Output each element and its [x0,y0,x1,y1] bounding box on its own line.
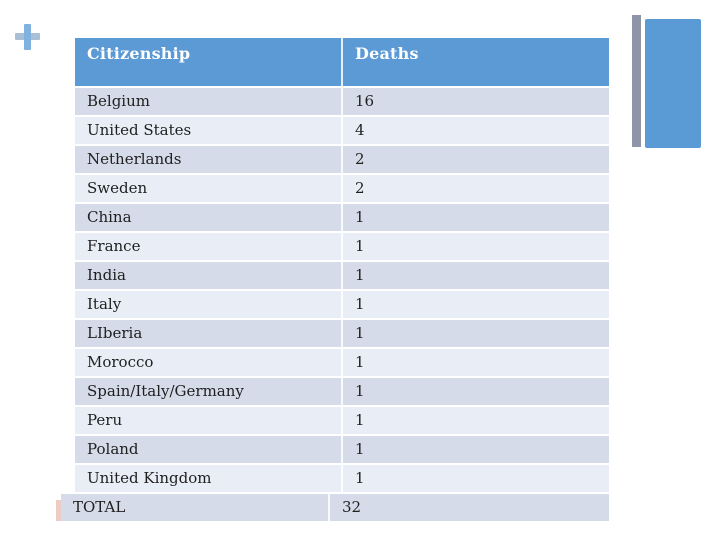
gray-accent-bar [632,15,641,147]
table-row: Spain/Italy/Germany 1 [75,376,609,405]
table-row: Sweden 2 [75,173,609,202]
deaths-cell: 1 [341,233,607,260]
citizenship-cell: Belgium [87,92,150,110]
table-row: Italy 1 [75,289,609,318]
table-row: Peru 1 [75,405,609,434]
citizenship-cell: Poland [87,440,139,458]
table-row: Belgium 16 [75,86,609,115]
table-row: France 1 [75,231,609,260]
blue-accent-bar [645,19,701,148]
citizenship-cell: China [87,208,132,226]
plus-icon-vertical-bar [24,24,31,50]
citizenship-cell: Peru [87,411,123,429]
total-label: TOTAL [73,498,126,516]
citizenship-cell: Italy [87,295,122,313]
citizenship-cell: United States [87,121,192,139]
deaths-cell: 1 [341,349,607,376]
deaths-cell: 1 [341,407,607,434]
citizenship-cell: Morocco [87,353,154,371]
deaths-cell: 2 [341,175,607,202]
deaths-cell: 16 [341,88,607,115]
table-header-row: Citizenship Deaths [75,38,609,86]
citizenship-cell: United Kingdom [87,469,212,487]
deaths-cell: 1 [341,436,607,463]
deaths-cell: 1 [341,262,607,289]
deaths-cell: 1 [341,204,607,231]
deaths-cell: 1 [341,378,607,405]
deaths-cell: 1 [341,320,607,347]
citizenship-cell: India [87,266,126,284]
table-row: United States 4 [75,115,609,144]
total-value: 32 [328,494,609,521]
citizenship-cell: France [87,237,141,255]
table-body: Belgium 16 United States 4 Netherlands 2 Swede… [75,86,609,492]
deaths-cell: 1 [341,465,607,492]
citizenship-cell: Spain/Italy/Germany [87,382,244,400]
table-row: India 1 [75,260,609,289]
table-row: China 1 [75,202,609,231]
table-row: LIberia 1 [75,318,609,347]
column-header-citizenship: Citizenship [87,44,191,63]
pink-accent-sliver [56,500,61,521]
table-total-row: TOTAL 32 [61,492,609,521]
column-header-deaths: Deaths [341,38,607,86]
citizenship-cell: LIberia [87,324,143,342]
citizenship-cell: Netherlands [87,150,182,168]
table-row: Poland 1 [75,434,609,463]
citizenship-table: Citizenship Deaths Belgium 16 United State… [75,38,609,492]
deaths-cell: 2 [341,146,607,173]
table-row: Netherlands 2 [75,144,609,173]
table-row: Morocco 1 [75,347,609,376]
deaths-cell: 1 [341,291,607,318]
citizenship-cell: Sweden [87,179,148,197]
deaths-cell: 4 [341,117,607,144]
table-row: United Kingdom 1 [75,463,609,492]
